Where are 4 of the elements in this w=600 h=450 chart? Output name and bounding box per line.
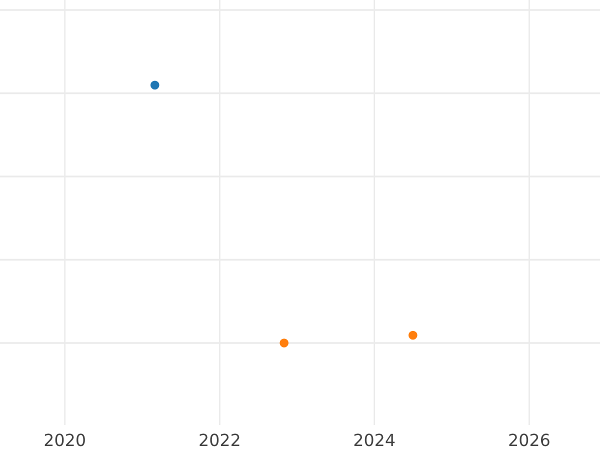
x-tick-label: 2020 (44, 434, 85, 446)
x-tick-label: 2022 (200, 434, 240, 446)
x-tick-label: 2026 (509, 434, 550, 446)
x-tick-label: 2024 (354, 434, 395, 446)
